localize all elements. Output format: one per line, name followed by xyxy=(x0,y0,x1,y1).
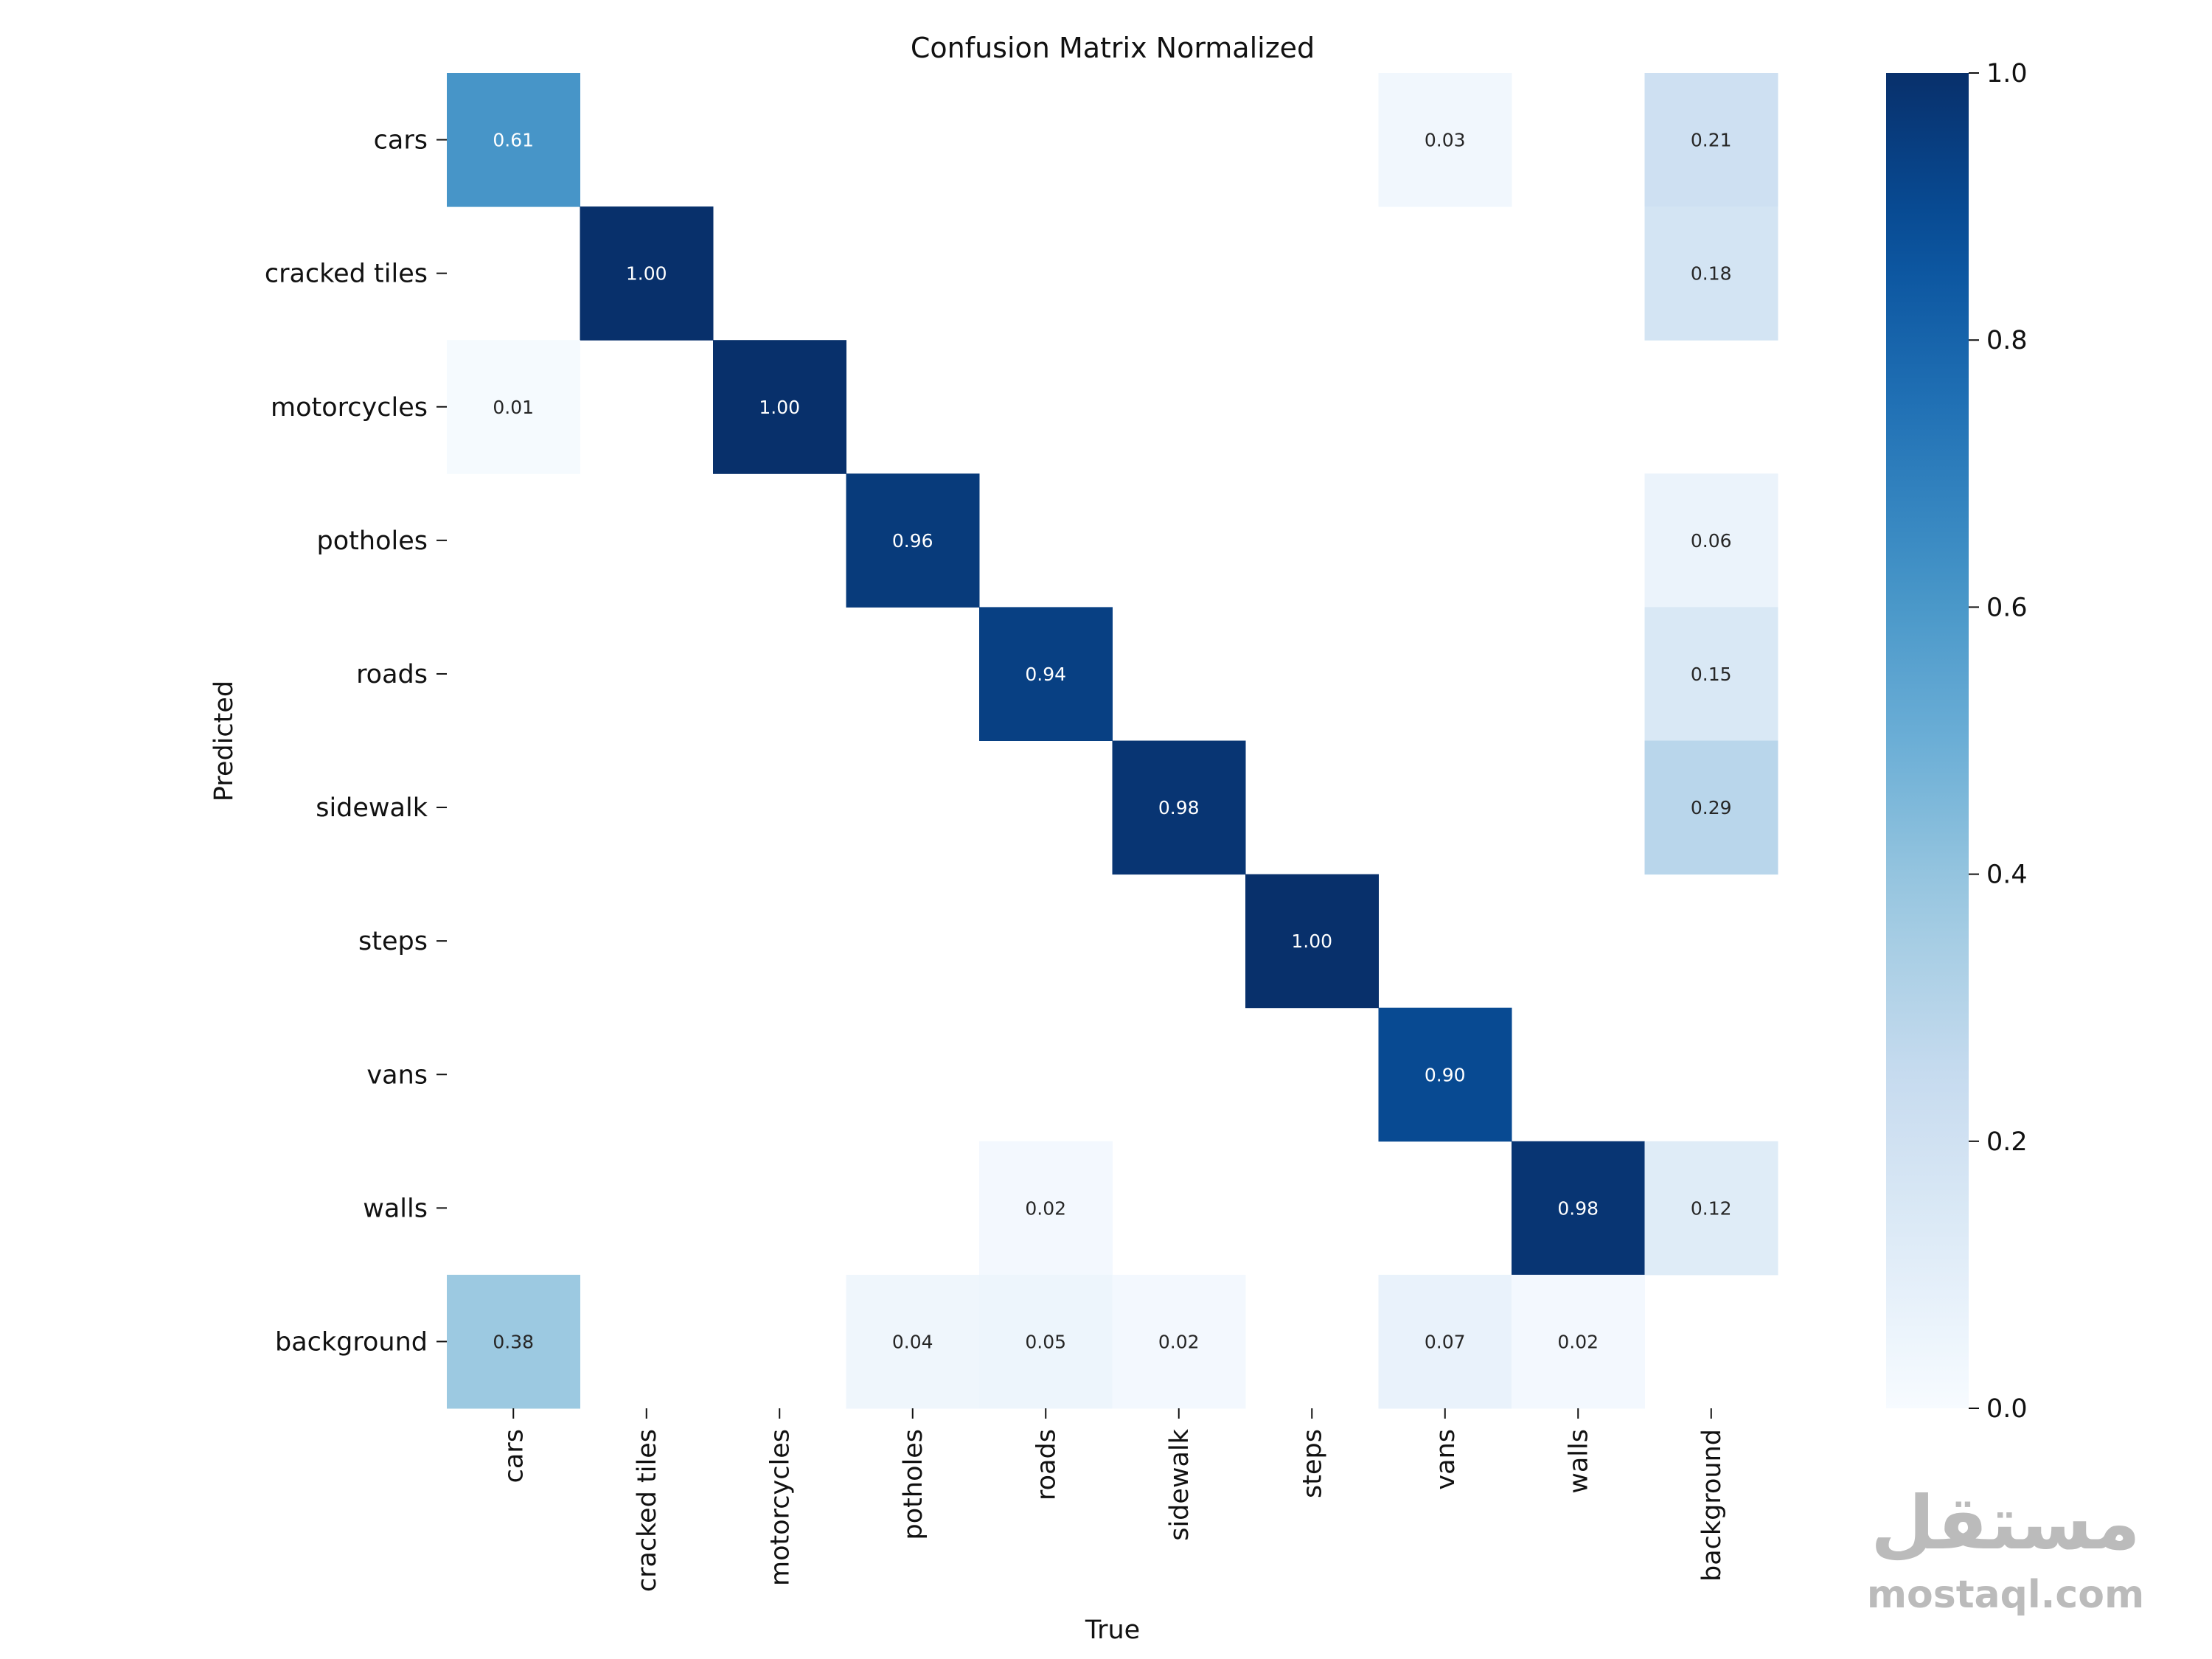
heatmap-cell xyxy=(1512,1141,1645,1276)
heatmap-cell xyxy=(979,1141,1113,1276)
heatmap-cell xyxy=(846,473,980,608)
cell-value-label: 0.02 xyxy=(1557,1331,1599,1352)
y-axis-label: Predicted xyxy=(209,681,239,801)
y-tick-label: potholes xyxy=(317,526,428,556)
cell-value-label: 0.38 xyxy=(493,1331,534,1352)
cell-value-label: 0.29 xyxy=(1691,797,1732,818)
cell-value-label: 0.02 xyxy=(1025,1197,1066,1219)
heatmap-cell xyxy=(713,340,846,474)
x-tick-label: cars xyxy=(499,1429,529,1483)
cell-value-label: 0.98 xyxy=(1158,797,1200,818)
y-tick-label: sidewalk xyxy=(316,793,428,823)
heatmap-cell xyxy=(1378,1274,1512,1409)
watermark-latin: mostaql.com xyxy=(1867,1573,2144,1617)
cell-value-label: 0.15 xyxy=(1691,664,1732,685)
cell-value-label: 0.98 xyxy=(1557,1197,1599,1219)
heatmap-cells: 0.61 0.03 0.21 1.00 0.18 0.01 1.00 0.96 0.06 0.94… xyxy=(447,73,1778,1409)
heatmap-cell xyxy=(1112,1274,1246,1409)
x-tick-label: potholes xyxy=(899,1429,928,1540)
heatmap-cell xyxy=(1512,1274,1645,1409)
heatmap-cell xyxy=(979,607,1113,741)
y-tick-label: cars xyxy=(374,126,428,156)
cell-value-label: 0.06 xyxy=(1691,530,1732,552)
cell-value-label: 0.07 xyxy=(1425,1331,1466,1352)
heatmap-cell xyxy=(447,1274,580,1409)
x-tick-label: cracked tiles xyxy=(633,1429,662,1592)
heatmap-cell xyxy=(1644,1141,1778,1276)
cell-value-label: 0.90 xyxy=(1425,1064,1466,1085)
colorbar-tick-label: 0.0 xyxy=(1986,1394,2028,1424)
heatmap-cell xyxy=(1644,740,1778,875)
cell-value-label: 0.12 xyxy=(1691,1197,1732,1219)
x-tick-label: vans xyxy=(1431,1429,1461,1490)
heatmap-cell xyxy=(1112,740,1246,875)
y-tick-label: cracked tiles xyxy=(265,260,428,289)
colorbar-tick-label: 0.4 xyxy=(1986,860,2028,890)
cell-value-label: 1.00 xyxy=(1291,931,1332,952)
x-tick-label: sidewalk xyxy=(1165,1428,1194,1541)
cell-value-label: 0.05 xyxy=(1025,1331,1066,1352)
cell-value-label: 0.01 xyxy=(493,397,534,418)
y-tick-label: vans xyxy=(366,1060,428,1090)
y-tick-label: motorcycles xyxy=(271,393,428,422)
cell-value-label: 0.61 xyxy=(493,130,534,151)
cell-value-label: 0.21 xyxy=(1691,130,1732,151)
heatmap-cell xyxy=(1644,206,1778,341)
x-tick-label: background xyxy=(1697,1429,1727,1582)
colorbar-tick-label: 0.6 xyxy=(1986,593,2028,622)
heatmap-cell xyxy=(1644,607,1778,741)
y-tick-label: roads xyxy=(356,660,428,689)
x-tick-label: walls xyxy=(1564,1429,1593,1494)
y-tick-label: steps xyxy=(358,927,428,956)
x-axis-ticks: cars cracked tiles motorcycles potholes road… xyxy=(499,1408,1727,1592)
y-axis-ticks: cars cracked tiles motorcycles potholes road… xyxy=(265,126,447,1357)
y-tick-label: background xyxy=(275,1327,428,1357)
heatmap-cell xyxy=(846,1274,980,1409)
colorbar xyxy=(1886,73,1969,1408)
x-axis-label: True xyxy=(1085,1615,1140,1645)
colorbar-tick-label: 0.8 xyxy=(1986,326,2028,355)
colorbar-tick-label: 0.2 xyxy=(1986,1127,2028,1157)
heatmap-cell xyxy=(1378,1007,1512,1142)
watermark-logo: مستقل mostaql.com xyxy=(1867,1480,2144,1617)
x-tick-label: motorcycles xyxy=(765,1429,795,1586)
cell-value-label: 1.00 xyxy=(626,263,667,285)
watermark-arabic: مستقل xyxy=(1871,1480,2140,1566)
heatmap-cell xyxy=(1644,473,1778,608)
chart-title: Confusion Matrix Normalized xyxy=(911,32,1315,64)
cell-value-label: 0.02 xyxy=(1158,1331,1200,1352)
heatmap-cell xyxy=(447,73,580,207)
heatmap-cell xyxy=(1644,73,1778,207)
cell-value-label: 0.96 xyxy=(892,530,933,552)
cell-value-label: 0.94 xyxy=(1025,664,1066,685)
colorbar-ticks: 0.0 0.2 0.4 0.6 0.8 1.0 xyxy=(1969,59,2028,1424)
x-tick-label: roads xyxy=(1032,1429,1061,1500)
y-tick-label: walls xyxy=(363,1194,428,1223)
heatmap-cell xyxy=(580,206,714,341)
heatmap-cell xyxy=(979,1274,1113,1409)
heatmap-cell xyxy=(447,340,580,474)
cell-value-label: 1.00 xyxy=(759,397,800,418)
x-tick-label: steps xyxy=(1298,1429,1327,1498)
cell-value-label: 0.04 xyxy=(892,1331,933,1352)
heatmap-cell xyxy=(1245,874,1379,1009)
cell-value-label: 0.03 xyxy=(1425,130,1466,151)
colorbar-tick-label: 1.0 xyxy=(1986,59,2028,88)
heatmap-cell xyxy=(1378,73,1512,207)
cell-value-label: 0.18 xyxy=(1691,263,1732,285)
